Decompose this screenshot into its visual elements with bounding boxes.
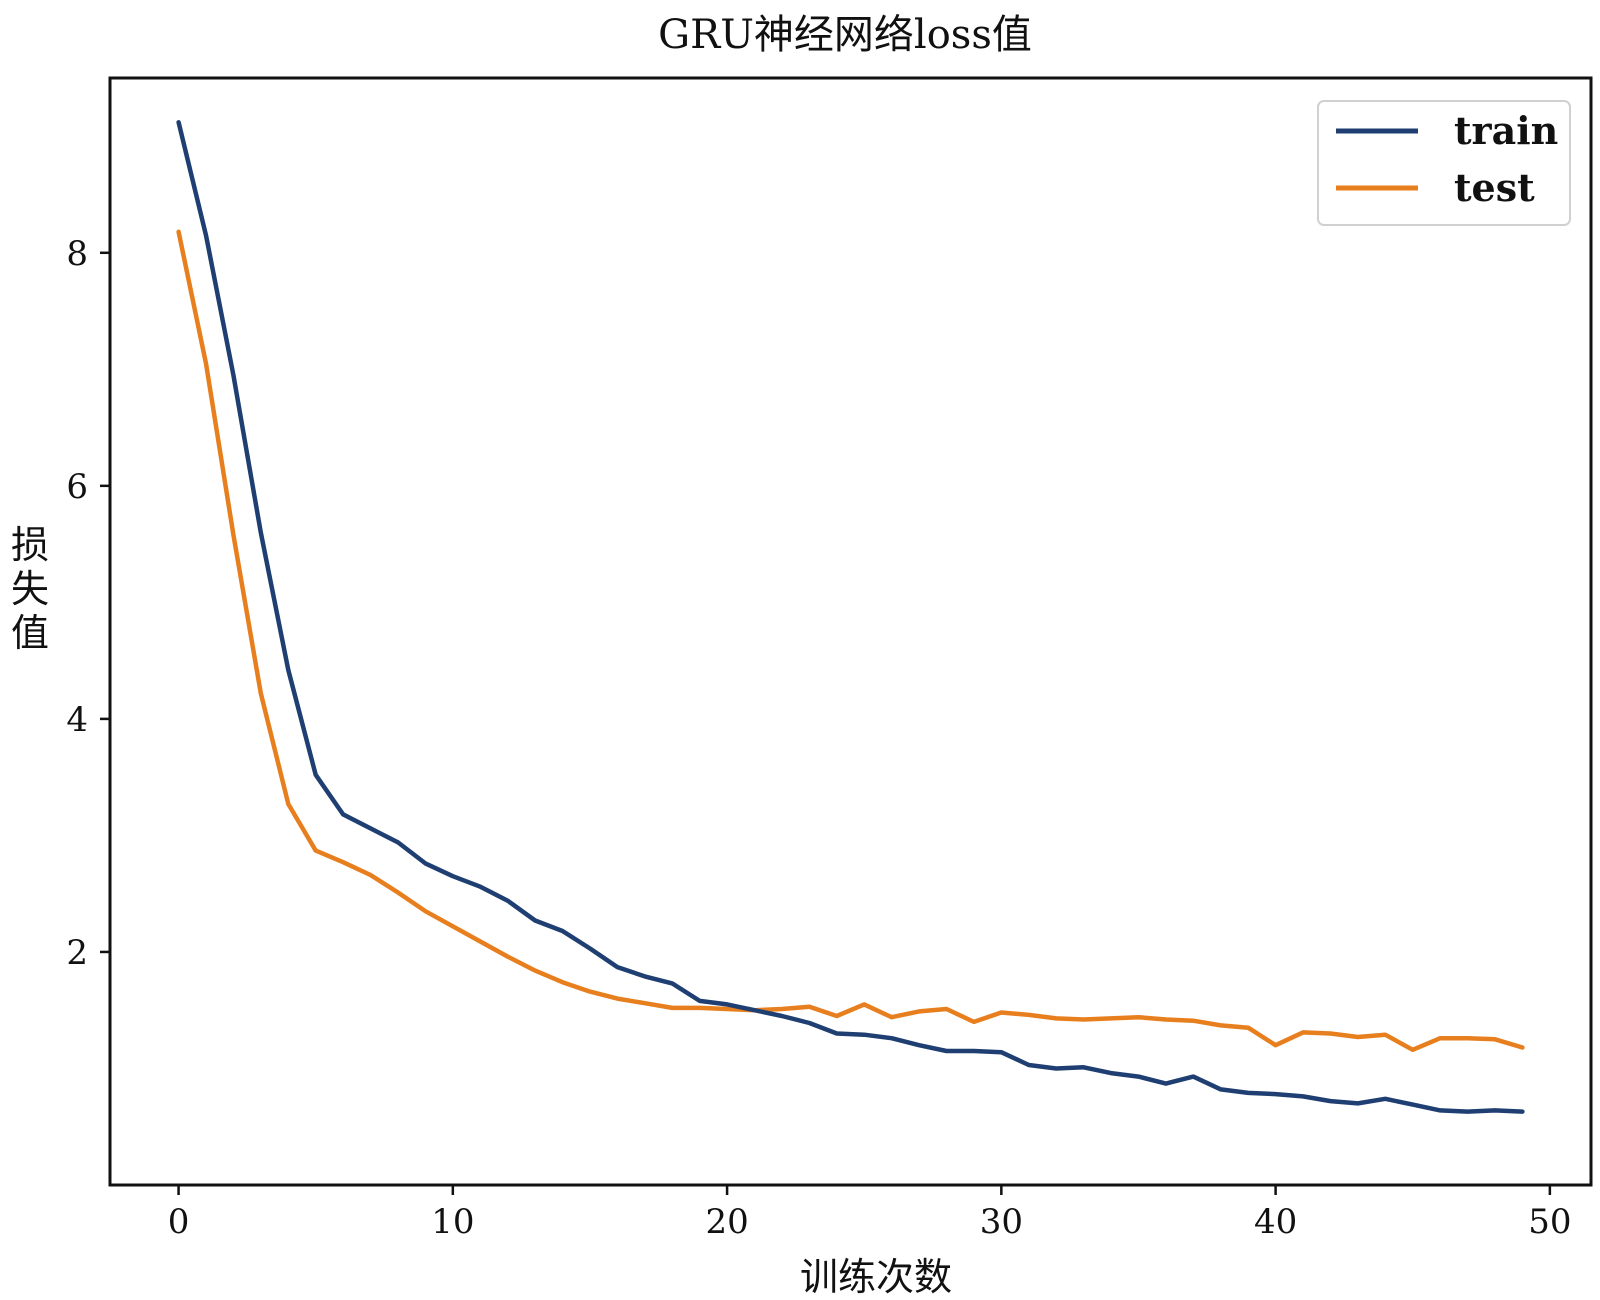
y-tick-label: 8 — [66, 234, 88, 274]
y-axis: 2 4 6 8 — [66, 234, 110, 973]
x-axis-label: 训练次数 — [800, 1255, 952, 1299]
y-tick-label: 6 — [66, 467, 88, 507]
series-line-test — [176, 229, 1525, 1053]
x-tick-label: 0 — [168, 1202, 190, 1242]
x-tick-label: 20 — [705, 1202, 748, 1242]
y-axis-label: 损失值 — [11, 523, 49, 655]
x-tick-label: 30 — [980, 1202, 1023, 1242]
x-axis: 0 10 20 30 40 50 — [168, 1185, 1571, 1242]
legend: train test — [1317, 100, 1571, 226]
chart-title: GRU神经网络loss值 — [658, 12, 1032, 58]
series-line-train — [176, 120, 1525, 1114]
x-tick-label: 10 — [431, 1202, 474, 1242]
legend-label-train: train — [1454, 108, 1558, 153]
series-lines — [176, 120, 1525, 1114]
y-tick-label: 4 — [66, 700, 88, 740]
x-tick-label: 50 — [1528, 1202, 1571, 1242]
x-tick-label: 40 — [1254, 1202, 1297, 1242]
plot-area-frame — [108, 76, 1593, 1187]
legend-label-test: test — [1454, 165, 1535, 210]
y-tick-label: 2 — [66, 933, 88, 973]
